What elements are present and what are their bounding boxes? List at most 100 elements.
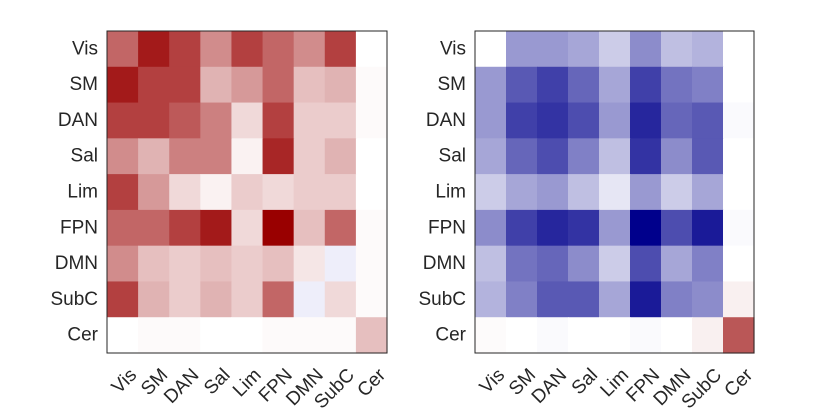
heatmap-cell-left-Vis-SubC [324, 31, 357, 68]
heatmap-cell-right-Cer-Lim [599, 317, 631, 354]
heatmap-cell-right-FPN-DMN [661, 209, 693, 247]
heatmap-cell-right-Vis-DMN [661, 31, 693, 68]
heatmap-cell-right-FPN-FPN [630, 209, 662, 247]
heatmap-cell-left-Vis-Lim [231, 31, 264, 68]
heatmap-cell-right-Cer-Vis [475, 317, 507, 354]
heatmap-cell-left-Sal-DAN [169, 138, 201, 175]
heatmap-cell-left-DAN-Lim [231, 102, 264, 139]
y-tick-label-right-Vis: Vis [440, 38, 466, 59]
heatmap-cell-left-Cer-Cer [355, 317, 388, 354]
heatmap-cell-right-Lim-Lim [599, 174, 631, 211]
heatmap-cell-right-Sal-Sal [568, 138, 600, 175]
heatmap-cell-left-SM-FPN [262, 66, 295, 104]
y-tick-label-left-SM: SM [70, 74, 99, 95]
heatmap-cell-right-SM-SM [506, 66, 538, 104]
heatmap-cell-left-Lim-Sal [200, 174, 233, 211]
heatmap-cell-left-DMN-SubC [324, 245, 357, 283]
heatmap-cell-left-Cer-DMN [293, 317, 326, 354]
heatmap-cell-right-DMN-DAN [537, 245, 569, 283]
heatmap-cell-right-SubC-Lim [599, 281, 631, 318]
heatmap-cell-right-Cer-FPN [630, 317, 662, 354]
heatmap-cell-left-Cer-SM [138, 317, 170, 354]
y-tick-label-right-Sal: Sal [439, 146, 466, 167]
y-tick-label-right-Lim: Lim [435, 182, 466, 203]
heatmap-cell-left-DMN-DMN [293, 245, 326, 283]
heatmap-cell-right-Lim-Vis [475, 174, 507, 211]
heatmap-cell-left-DMN-Sal [200, 245, 233, 283]
heatmap-cell-left-Cer-SubC [324, 317, 357, 354]
heatmap-cell-right-DAN-SM [506, 102, 538, 139]
y-tick-label-left-FPN: FPN [60, 217, 98, 238]
heatmap-cell-right-Vis-FPN [630, 31, 662, 68]
y-tick-label-right-Cer: Cer [435, 325, 466, 346]
heatmap-cell-right-Vis-Vis [475, 31, 507, 68]
heatmap-cell-right-DMN-SM [506, 245, 538, 283]
heatmap-cell-left-DMN-SM [138, 245, 170, 283]
heatmap-frame-left [106, 30, 388, 354]
heatmap-cell-left-Lim-FPN [262, 174, 295, 211]
heatmap-cell-right-DAN-DMN [661, 102, 693, 139]
heatmap-cell-left-Lim-DAN [169, 174, 201, 211]
heatmap-cell-right-SubC-Sal [568, 281, 600, 318]
heatmap-cell-right-DMN-Sal [568, 245, 600, 283]
heatmap-frame-right [474, 30, 755, 354]
heatmap-cell-left-DAN-Sal [200, 102, 233, 139]
heatmap-cell-right-Lim-Sal [568, 174, 600, 211]
heatmap-cell-left-Vis-DAN [169, 31, 201, 68]
heatmap-cell-right-Vis-SubC [692, 31, 724, 68]
y-tick-label-right-FPN: FPN [428, 217, 466, 238]
heatmap-cell-right-SM-Sal [568, 66, 600, 104]
heatmap-cell-left-SM-Sal [200, 66, 233, 104]
heatmap-cell-right-Sal-Vis [475, 138, 507, 175]
heatmap-cell-left-DAN-Cer [355, 102, 388, 139]
heatmap-cell-right-SubC-FPN [630, 281, 662, 318]
heatmap-cell-left-DMN-FPN [262, 245, 295, 283]
heatmap-cell-left-DAN-Vis [107, 102, 139, 139]
heatmap-cell-right-Lim-DMN [661, 174, 693, 211]
heatmap-cell-right-Lim-DAN [537, 174, 569, 211]
heatmap-cell-right-Sal-Lim [599, 138, 631, 175]
heatmap-cell-left-Sal-SubC [324, 138, 357, 175]
heatmap-cell-right-Cer-DMN [661, 317, 693, 354]
heatmap-cell-left-SubC-Cer [355, 281, 388, 318]
heatmap-panel-right: VisSMDANSalLimFPNDMNSubCCerVisSMDANSalLi… [418, 30, 758, 413]
heatmap-cell-left-Sal-Lim [231, 138, 264, 175]
heatmap-cell-left-SubC-SubC [324, 281, 357, 318]
heatmap-cell-right-Sal-SM [506, 138, 538, 175]
y-tick-label-left-Lim: Lim [67, 182, 98, 203]
heatmap-cell-left-SubC-Vis [107, 281, 139, 318]
heatmap-cell-left-FPN-SubC [324, 209, 357, 247]
heatmap-cell-left-Cer-Sal [200, 317, 233, 354]
heatmap-cell-left-FPN-Vis [107, 209, 139, 247]
heatmap-cell-left-DMN-Vis [107, 245, 139, 283]
heatmap-cell-left-Sal-Cer [355, 138, 388, 175]
heatmap-cell-right-SM-Vis [475, 66, 507, 104]
y-tick-label-right-DMN: DMN [423, 253, 466, 274]
y-tick-label-left-DAN: DAN [58, 110, 98, 131]
heatmap-cell-left-SM-SM [138, 66, 170, 104]
heatmap-cell-right-SubC-SubC [692, 281, 724, 318]
heatmap-cell-right-Lim-SM [506, 174, 538, 211]
heatmap-cell-right-Vis-SM [506, 31, 538, 68]
heatmap-cell-right-SM-Cer [723, 66, 755, 104]
heatmap-cell-right-DAN-Sal [568, 102, 600, 139]
heatmap-cell-left-SubC-SM [138, 281, 170, 318]
heatmap-cell-left-Lim-SM [138, 174, 170, 211]
heatmap-cell-left-SM-DAN [169, 66, 201, 104]
heatmap-cell-right-Vis-Lim [599, 31, 631, 68]
heatmap-cell-left-Cer-Vis [107, 317, 139, 354]
heatmap-cell-left-SM-Cer [355, 66, 388, 104]
heatmap-cell-left-SubC-Sal [200, 281, 233, 318]
heatmap-cell-left-FPN-SM [138, 209, 170, 247]
heatmap-cell-left-FPN-Cer [355, 209, 388, 247]
heatmap-cell-right-SubC-DMN [661, 281, 693, 318]
heatmap-cell-left-Sal-SM [138, 138, 170, 175]
heatmap-cell-right-Sal-FPN [630, 138, 662, 175]
heatmap-cell-right-FPN-SM [506, 209, 538, 247]
heatmap-cell-right-DMN-FPN [630, 245, 662, 283]
heatmap-cell-right-SubC-Vis [475, 281, 507, 318]
y-tick-label-right-DAN: DAN [426, 110, 466, 131]
heatmap-cell-left-Vis-Sal [200, 31, 233, 68]
heatmap-cell-left-Sal-FPN [262, 138, 295, 175]
